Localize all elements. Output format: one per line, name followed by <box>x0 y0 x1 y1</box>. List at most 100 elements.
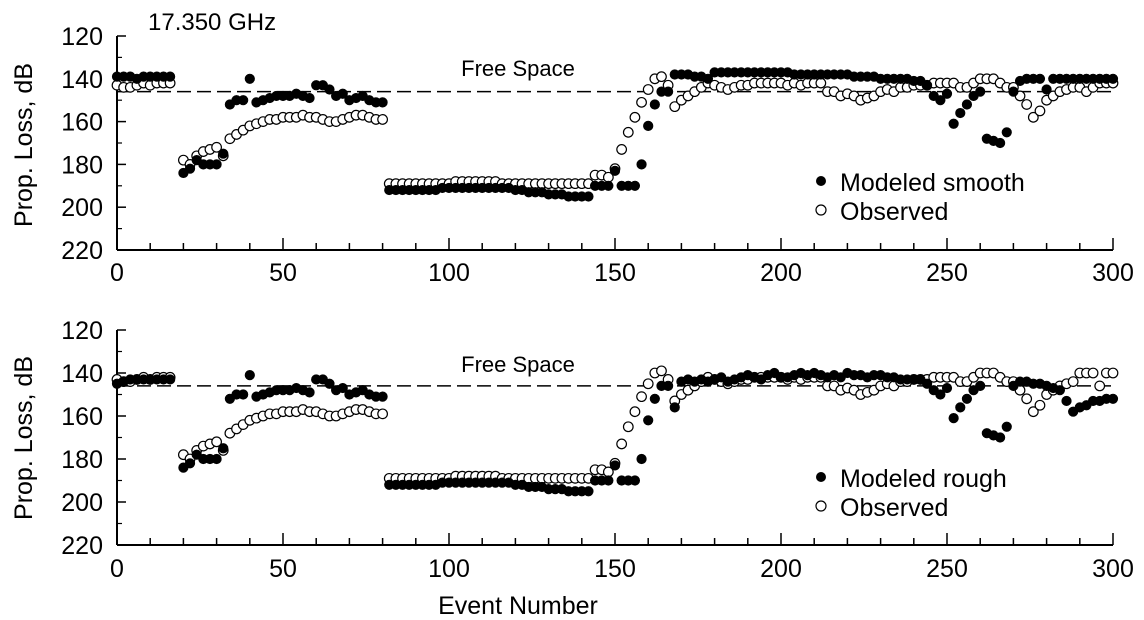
data-point-observed <box>211 436 223 448</box>
data-point-modeled <box>1001 421 1012 432</box>
data-point-modeled <box>211 159 222 170</box>
frequency-label: 17.350 GHz <box>148 9 276 36</box>
data-point-modeled <box>1034 73 1046 84</box>
data-point-modeled <box>702 73 714 84</box>
data-point-modeled <box>1008 86 1019 97</box>
data-point-observed <box>642 84 654 95</box>
data-point-modeled <box>1107 393 1119 404</box>
data-point-modeled <box>948 118 959 129</box>
data-point-modeled <box>603 475 614 486</box>
data-point-observed <box>656 365 667 377</box>
y-tick-label: 200 <box>61 194 103 222</box>
x-tick-label: 50 <box>269 555 297 583</box>
data-point-observed <box>656 71 667 83</box>
data-point-observed <box>377 408 389 420</box>
legend-label-modeled: Modeled rough <box>840 465 1007 493</box>
x-tick-label: 250 <box>926 259 968 287</box>
data-point-observed <box>669 101 681 113</box>
data-point-modeled <box>165 71 176 82</box>
data-point-modeled <box>663 380 674 392</box>
data-point-modeled <box>1061 395 1072 407</box>
data-point-modeled <box>304 92 315 104</box>
data-point-modeled <box>921 378 933 389</box>
data-point-observed <box>622 126 634 138</box>
data-point-modeled <box>975 380 986 392</box>
data-point-modeled <box>377 391 388 402</box>
data-point-modeled <box>609 460 621 471</box>
data-point-observed <box>1034 399 1046 411</box>
data-point-observed <box>1034 105 1046 117</box>
data-point-modeled <box>941 88 953 99</box>
data-point-modeled <box>629 475 641 486</box>
data-point-modeled <box>961 99 973 110</box>
x-tick-label: 150 <box>594 259 636 287</box>
y-axis-label: Prop. Loss, dB <box>10 356 38 520</box>
y-tick-label: 220 <box>61 532 103 560</box>
data-point-observed <box>1027 111 1039 123</box>
data-point-modeled <box>629 180 641 191</box>
x-tick-label: 50 <box>269 259 297 287</box>
data-point-modeled <box>948 413 959 424</box>
data-point-observed <box>642 378 654 390</box>
x-tick-label: 0 <box>110 555 124 583</box>
legend-marker-open <box>815 500 827 512</box>
x-tick-label: 100 <box>428 555 470 583</box>
data-point-modeled <box>377 97 388 108</box>
data-point-observed <box>1087 367 1099 379</box>
data-point-observed <box>622 421 634 433</box>
data-point-modeled <box>609 165 621 176</box>
y-tick-label: 220 <box>61 237 103 265</box>
x-tick-label: 100 <box>428 259 470 287</box>
data-point-observed <box>1021 99 1033 110</box>
data-point-observed <box>1021 393 1033 405</box>
y-tick-label: 160 <box>61 403 103 431</box>
panel-top: Prop. Loss, dB Free Space Modeled smooth… <box>10 23 1134 287</box>
data-point-modeled <box>337 382 348 394</box>
data-point-observed <box>1107 367 1119 379</box>
data-point-modeled <box>1001 127 1012 138</box>
data-point-modeled <box>643 120 654 131</box>
data-point-observed <box>629 111 641 123</box>
y-tick-label: 160 <box>61 109 103 137</box>
data-point-modeled <box>1107 73 1119 84</box>
data-point-modeled <box>649 99 660 110</box>
free-space-label: Free Space <box>461 56 575 81</box>
data-point-modeled <box>935 95 946 106</box>
data-point-observed <box>211 141 223 153</box>
y-tick-label: 120 <box>61 317 103 345</box>
data-point-observed <box>1094 380 1106 392</box>
legend-label-observed: Observed <box>840 198 948 226</box>
data-point-observed <box>616 438 628 450</box>
legend-marker-filled <box>816 176 826 186</box>
data-point-modeled <box>238 389 249 400</box>
data-point-modeled <box>218 148 229 159</box>
data-point-observed <box>377 114 389 125</box>
y-tick-label: 180 <box>61 151 103 179</box>
data-point-modeled <box>603 180 614 191</box>
data-point-modeled <box>955 402 966 413</box>
data-point-observed <box>1067 376 1079 388</box>
data-point-modeled <box>649 393 660 404</box>
data-point-modeled <box>238 95 249 106</box>
x-tick-label: 300 <box>1092 555 1134 583</box>
y-tick-label: 140 <box>61 360 103 388</box>
data-point-observed <box>636 391 647 403</box>
free-space-label: Free Space <box>461 352 575 377</box>
x-tick-label: 200 <box>760 555 802 583</box>
data-point-observed <box>616 144 628 155</box>
y-tick-label: 120 <box>61 23 103 51</box>
data-point-modeled <box>184 163 196 174</box>
data-point-observed <box>636 96 647 108</box>
y-tick-label: 200 <box>61 489 103 517</box>
data-point-modeled <box>636 453 647 465</box>
data-point-modeled <box>244 370 255 381</box>
data-point-modeled <box>669 402 680 413</box>
data-point-modeled <box>244 73 255 84</box>
data-point-modeled <box>921 80 933 91</box>
panel-bottom: Prop. Loss, dB Free Space Modeled rough … <box>10 317 1134 583</box>
data-point-modeled <box>583 191 594 202</box>
data-point-modeled <box>941 382 953 394</box>
legend-label-observed: Observed <box>840 494 948 522</box>
legend: Modeled rough Observed <box>815 465 1007 522</box>
data-point-modeled <box>184 458 196 469</box>
